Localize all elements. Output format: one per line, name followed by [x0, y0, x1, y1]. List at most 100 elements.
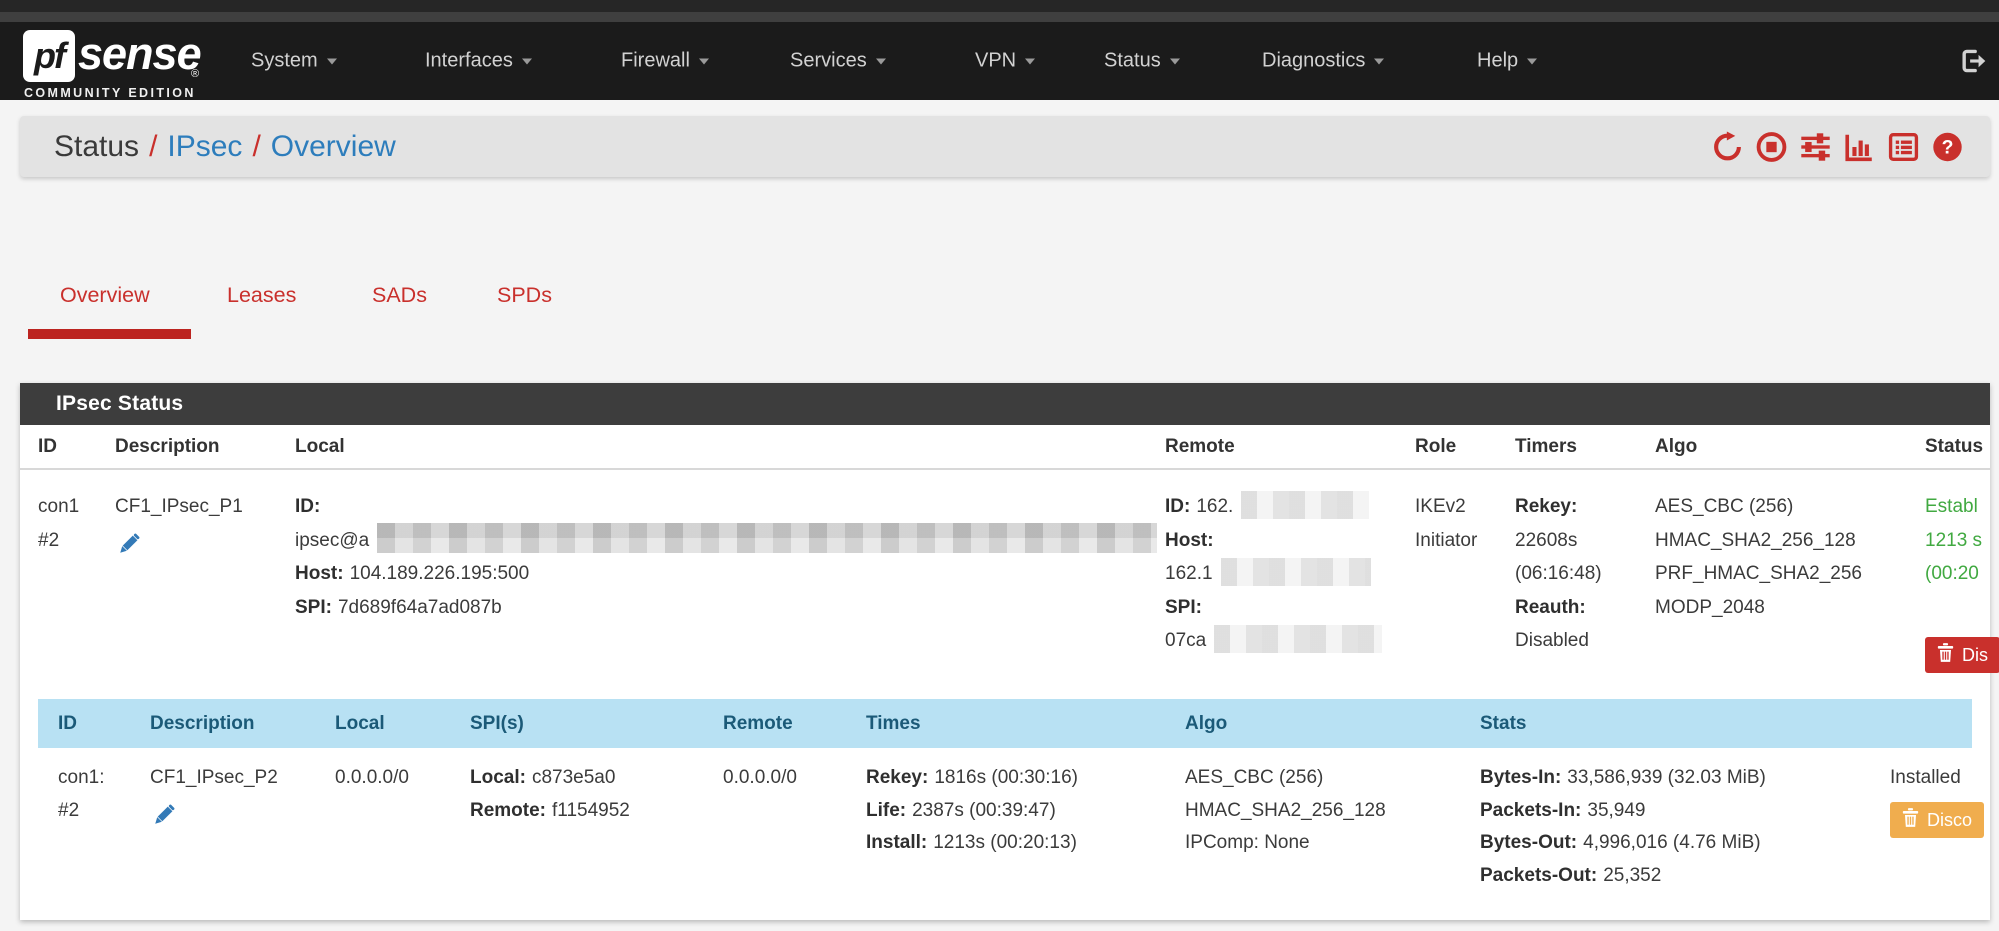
chevron-down-icon	[521, 58, 532, 65]
child-col-description: Description	[150, 712, 255, 734]
pf-logo-box: pf	[23, 30, 75, 82]
child-local-cell: 0.0.0.0/0	[335, 767, 409, 788]
child-times-cell: Rekey: 1816s (00:30:16) Life: 2387s (00:39…	[866, 767, 1078, 853]
col-header-algo: Algo	[1655, 435, 1698, 457]
navbar-accent-strip	[0, 12, 1999, 22]
breadcrumb: Status / IPsec / Overview	[54, 130, 396, 164]
nav-item-firewall[interactable]: Firewall	[621, 50, 709, 73]
trash-icon	[1902, 807, 1919, 832]
nav-item-diagnostics[interactable]: Diagnostics	[1262, 50, 1385, 73]
chevron-down-icon	[1527, 58, 1538, 65]
chevron-down-icon	[1169, 58, 1180, 65]
chevron-down-icon	[875, 58, 886, 65]
child-col-spis: SPI(s)	[470, 712, 524, 734]
child-remote-cell: 0.0.0.0/0	[723, 767, 797, 788]
child-col-id: ID	[58, 712, 77, 734]
sliders-icon[interactable]	[1800, 131, 1831, 162]
chevron-down-icon	[326, 58, 337, 65]
tab-overview[interactable]: Overview	[60, 283, 150, 307]
nav-item-help[interactable]: Help	[1477, 50, 1538, 73]
chevron-down-icon	[1025, 58, 1036, 65]
bar-chart-icon[interactable]	[1844, 131, 1875, 162]
ipsec-status-panel: IPsec Status ID Description Local Remote…	[20, 383, 1999, 920]
redacted-local-id	[377, 523, 1158, 554]
breadcrumb-section: Status	[54, 129, 140, 163]
child-description: CF1_IPsec_P2	[150, 767, 278, 788]
trash-icon	[1937, 642, 1954, 667]
ike-description: CF1_IPsec_P1	[115, 496, 243, 517]
list-icon[interactable]	[1888, 131, 1919, 162]
disconnect-button[interactable]: Dis	[1925, 636, 1999, 673]
child-col-stats: Stats	[1480, 712, 1527, 734]
nav-item-interfaces[interactable]: Interfaces	[425, 50, 532, 73]
redacted-remote-id	[1241, 490, 1370, 519]
nav-item-vpn[interactable]: VPN	[975, 50, 1036, 73]
child-col-remote: Remote	[723, 712, 793, 734]
refresh-icon[interactable]	[1712, 131, 1743, 162]
chevron-down-icon	[698, 58, 709, 65]
child-status-cell: Installed Disco	[1890, 762, 1999, 892]
breadcrumb-link-ipsec[interactable]: IPsec	[167, 129, 243, 163]
col-header-description: Description	[115, 435, 220, 457]
child-spis-cell: Local: c873e5a0 Remote: f1154952	[470, 767, 630, 821]
stop-icon[interactable]	[1756, 131, 1787, 162]
ike-id-cell: con1 #2	[38, 496, 80, 551]
window-top-strip	[0, 0, 1999, 12]
child-table-header: ID Description Local SPI(s) Remote Times…	[38, 699, 1972, 748]
nav-item-system[interactable]: System	[251, 50, 337, 73]
tab-spds[interactable]: SPDs	[497, 283, 552, 307]
child-status: Installed	[1890, 767, 1961, 788]
sign-out-icon[interactable]	[1960, 48, 1987, 75]
col-header-remote: Remote	[1165, 435, 1235, 457]
community-edition-label: COMMUNITY EDITION	[24, 86, 196, 100]
pfsense-logo[interactable]: pf sense ® COMMUNITY EDITION	[23, 28, 233, 100]
col-header-timers: Timers	[1515, 435, 1577, 457]
chevron-down-icon	[1374, 58, 1385, 65]
breadcrumb-link-overview[interactable]: Overview	[270, 129, 396, 163]
active-tab-underline	[28, 329, 191, 339]
col-header-status: Status	[1925, 435, 1984, 457]
ike-table-row: con1 #2 CF1_IPsec_P1 ID: ipsec@a Host: 10…	[20, 472, 1999, 673]
registered-mark: ®	[191, 68, 200, 80]
disconnect-child-button[interactable]: Disco	[1890, 801, 1985, 838]
ike-table-header: ID Description Local Remote Role Timers …	[20, 425, 1990, 470]
logo-pf-text: pf	[34, 35, 66, 76]
nav-item-status[interactable]: Status	[1104, 50, 1180, 73]
child-algo-cell: AES_CBC (256) HMAC_SHA2_256_128 IPComp: …	[1185, 767, 1386, 853]
page-toolbar: ?	[1712, 131, 1963, 162]
ike-remote-cell: ID: 162. Host: 162.1 SPI: 07ca	[1165, 490, 1415, 673]
ike-local-cell: ID: ipsec@a Host: 104.189.226.195:500 SPI…	[295, 490, 1165, 673]
navbar: pf sense ® COMMUNITY EDITION System Inte…	[0, 22, 1999, 100]
breadcrumb-separator: /	[149, 129, 158, 163]
redacted-remote-spi	[1214, 624, 1383, 653]
child-table-row: con1: #2 CF1_IPsec_P2 0.0.0.0/0 Local: c8…	[38, 748, 1985, 892]
col-header-role: Role	[1415, 435, 1457, 457]
nav-item-services[interactable]: Services	[790, 50, 886, 73]
panel-heading: IPsec Status	[20, 383, 1990, 425]
child-col-local: Local	[335, 712, 385, 734]
child-sa-table: ID Description Local SPI(s) Remote Times…	[38, 699, 1985, 892]
ike-timers-cell: Rekey: 22608s (06:16:48) Reauth: Disable…	[1515, 496, 1602, 651]
col-header-local: Local	[295, 435, 345, 457]
edit-icon[interactable]	[150, 801, 178, 841]
child-col-times: Times	[866, 712, 921, 734]
child-stats-cell: Bytes-In: 33,586,939 (32.03 MiB) Packets-…	[1480, 767, 1766, 886]
redacted-remote-host	[1220, 557, 1371, 586]
ike-algo-cell: AES_CBC (256) HMAC_SHA2_256_128 PRF_HMAC…	[1655, 496, 1862, 618]
col-header-id: ID	[38, 435, 57, 457]
ike-status-cell: Establ 1213 s (00:20 Dis	[1925, 490, 1999, 673]
ike-role-cell: IKEv2 Initiator	[1415, 496, 1478, 551]
breadcrumb-separator: /	[252, 129, 261, 163]
help-icon[interactable]: ?	[1932, 131, 1963, 162]
child-col-algo: Algo	[1185, 712, 1228, 734]
ike-description-cell: CF1_IPsec_P1	[115, 490, 295, 673]
breadcrumb-bar: Status / IPsec / Overview ?	[20, 116, 1990, 177]
edit-icon[interactable]	[115, 530, 143, 570]
tab-bar: Overview Leases SADs SPDs	[0, 283, 1999, 343]
child-id-cell: con1: #2	[58, 767, 105, 821]
tab-sads[interactable]: SADs	[372, 283, 427, 307]
child-description-cell: CF1_IPsec_P2	[150, 762, 335, 892]
logo-sense-text: sense	[78, 28, 202, 79]
svg-text:?: ?	[1942, 136, 1954, 158]
tab-leases[interactable]: Leases	[227, 283, 297, 307]
